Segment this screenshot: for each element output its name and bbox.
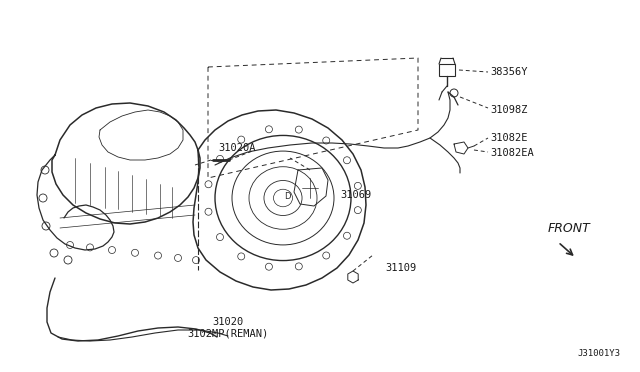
Text: 31109: 31109 — [385, 263, 416, 273]
Text: 31020: 31020 — [212, 317, 244, 327]
Text: 38356Y: 38356Y — [490, 67, 527, 77]
Text: FRONT: FRONT — [548, 222, 591, 235]
Text: 31098Z: 31098Z — [490, 105, 527, 115]
Text: 31069: 31069 — [340, 190, 371, 200]
Text: D: D — [284, 192, 291, 201]
Text: 3102MP(REMAN): 3102MP(REMAN) — [188, 329, 269, 339]
Text: 31020A: 31020A — [218, 143, 255, 153]
Text: J31001Y3: J31001Y3 — [577, 349, 620, 358]
Text: 31082EA: 31082EA — [490, 148, 534, 158]
Text: 31082E: 31082E — [490, 133, 527, 143]
